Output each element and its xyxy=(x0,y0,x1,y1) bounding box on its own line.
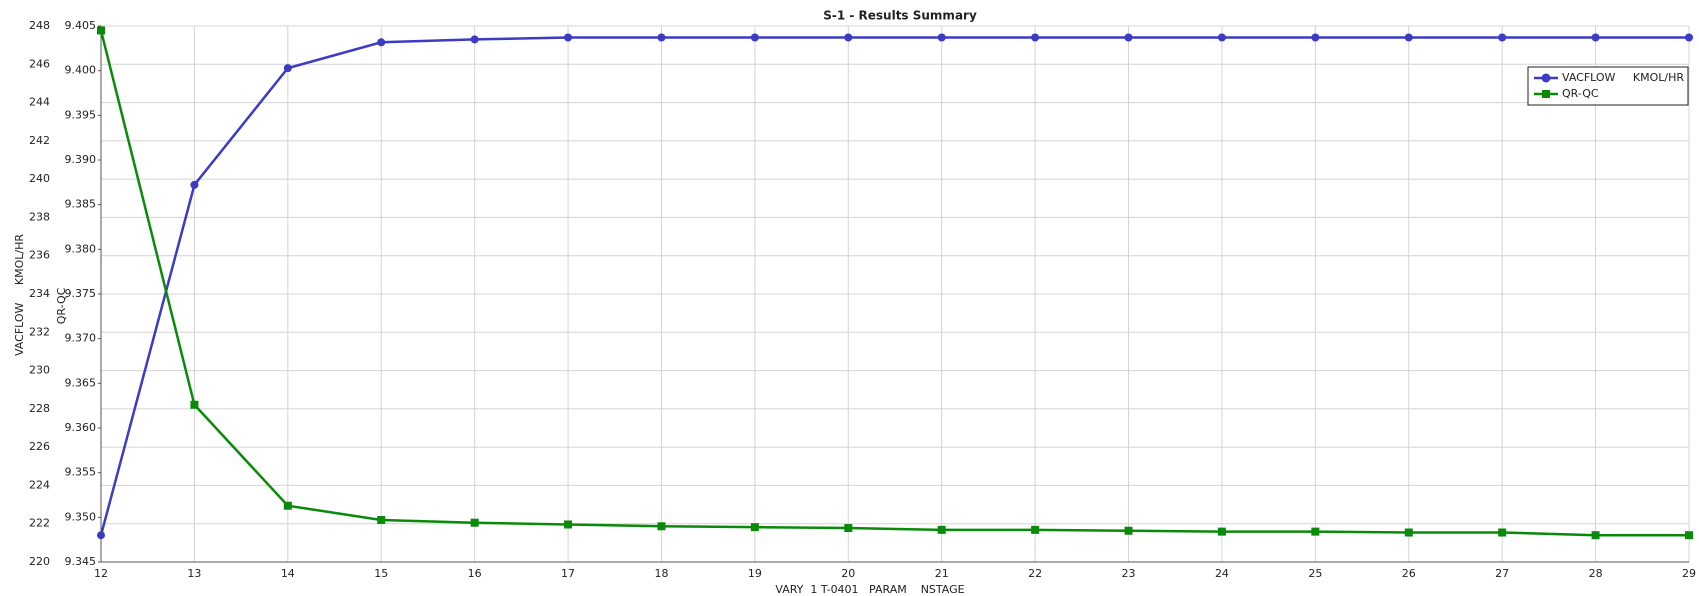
y-axis-label: VACFLOW KMOL/HR xyxy=(13,234,26,356)
y2-tick-label: 9.350 xyxy=(65,510,97,523)
y2-tick-label: 9.375 xyxy=(65,287,97,300)
point xyxy=(190,180,199,189)
point xyxy=(97,531,105,540)
point xyxy=(1404,528,1413,537)
y2-tick-label: 9.370 xyxy=(65,332,97,345)
point xyxy=(283,501,292,510)
point xyxy=(657,522,666,531)
y-tick-label: 244 xyxy=(29,96,50,109)
legend-box xyxy=(1527,66,1689,106)
x-tick-label: 24 xyxy=(1215,567,1229,580)
y-tick-label: 230 xyxy=(29,364,50,377)
y-tick-label: 220 xyxy=(29,555,50,568)
point xyxy=(1498,33,1507,42)
y2-tick-label: 9.345 xyxy=(65,555,97,568)
chart-title: S-1 - Results Summary xyxy=(823,9,977,23)
y2-tick-label: 9.360 xyxy=(65,421,97,434)
point xyxy=(377,38,386,47)
y-tick-label: 242 xyxy=(29,134,50,147)
x-tick-label: 25 xyxy=(1308,567,1322,580)
x-axis-label: VARY 1 T-0401 PARAM NSTAGE xyxy=(775,583,964,596)
point xyxy=(1685,531,1693,540)
y-tick-label: 236 xyxy=(29,249,50,262)
y2-tick-label: 9.380 xyxy=(65,242,97,255)
legend-marker xyxy=(1541,73,1551,83)
y-tick-label: 240 xyxy=(29,172,50,185)
y2-tick-label: 9.390 xyxy=(65,153,97,166)
y-tick-label: 234 xyxy=(29,287,50,300)
x-tick-label: 14 xyxy=(281,567,295,580)
point xyxy=(1591,33,1600,42)
point xyxy=(1591,531,1600,540)
y2-tick-label: 9.385 xyxy=(65,198,97,211)
point xyxy=(937,33,946,42)
point xyxy=(1031,33,1040,42)
x-tick-label: 15 xyxy=(374,567,388,580)
point xyxy=(1311,33,1320,42)
point xyxy=(283,64,292,73)
y2-tick-label: 9.395 xyxy=(65,108,97,121)
x-tick-label: 16 xyxy=(468,567,482,580)
point xyxy=(190,400,199,409)
x-tick-label: 23 xyxy=(1122,567,1136,580)
x-tick-label: 12 xyxy=(94,567,108,580)
point xyxy=(1217,33,1226,42)
y2-tick-label: 9.405 xyxy=(65,19,97,32)
y-tick-label: 224 xyxy=(29,478,50,491)
legend-label: QR-QC xyxy=(1562,87,1599,100)
y-tick-label: 248 xyxy=(29,19,50,32)
y-tick-label: 246 xyxy=(29,57,50,70)
x-tick-label: 20 xyxy=(841,567,855,580)
x-tick-label: 18 xyxy=(654,567,668,580)
point xyxy=(1498,528,1507,537)
y2-tick-label: 9.355 xyxy=(65,466,97,479)
x-tick-label: 13 xyxy=(187,567,201,580)
point xyxy=(750,523,759,532)
point xyxy=(1031,525,1040,534)
x-tick-label: 29 xyxy=(1682,567,1696,580)
series-line xyxy=(99,30,1689,537)
point xyxy=(1124,526,1133,535)
point xyxy=(470,518,479,527)
point xyxy=(564,520,573,529)
y2-tick-label: 9.400 xyxy=(65,64,97,77)
x-tick-label: 22 xyxy=(1028,567,1042,580)
point xyxy=(1217,527,1226,536)
x-tick-label: 26 xyxy=(1402,567,1416,580)
legend-label: VACFLOW KMOL/HR xyxy=(1562,71,1684,84)
point xyxy=(1311,527,1320,536)
point xyxy=(1124,33,1133,42)
point xyxy=(657,33,666,42)
y-tick-label: 226 xyxy=(29,440,50,453)
point xyxy=(844,33,853,42)
point xyxy=(937,525,946,534)
point xyxy=(564,33,573,42)
point xyxy=(1685,33,1693,42)
legend-marker xyxy=(1542,90,1550,98)
x-tick-label: 17 xyxy=(561,567,575,580)
y-tick-label: 228 xyxy=(29,402,50,415)
y-tick-label: 232 xyxy=(29,325,50,338)
x-tick-label: 27 xyxy=(1495,567,1509,580)
point xyxy=(750,33,759,42)
y2-tick-label: 9.365 xyxy=(65,376,97,389)
y2-axis-label: QR-QC xyxy=(55,287,68,324)
point xyxy=(1404,33,1413,42)
x-tick-label: 28 xyxy=(1589,567,1603,580)
y-tick-label: 222 xyxy=(29,517,50,530)
series-line xyxy=(99,36,1689,536)
point xyxy=(844,524,853,533)
x-tick-label: 19 xyxy=(748,567,762,580)
point xyxy=(470,35,479,44)
point xyxy=(97,26,105,35)
point xyxy=(377,516,386,525)
y-tick-label: 238 xyxy=(29,210,50,223)
x-tick-label: 21 xyxy=(935,567,949,580)
